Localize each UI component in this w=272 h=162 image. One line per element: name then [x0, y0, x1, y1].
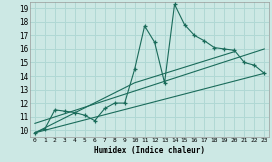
X-axis label: Humidex (Indice chaleur): Humidex (Indice chaleur): [94, 146, 205, 155]
